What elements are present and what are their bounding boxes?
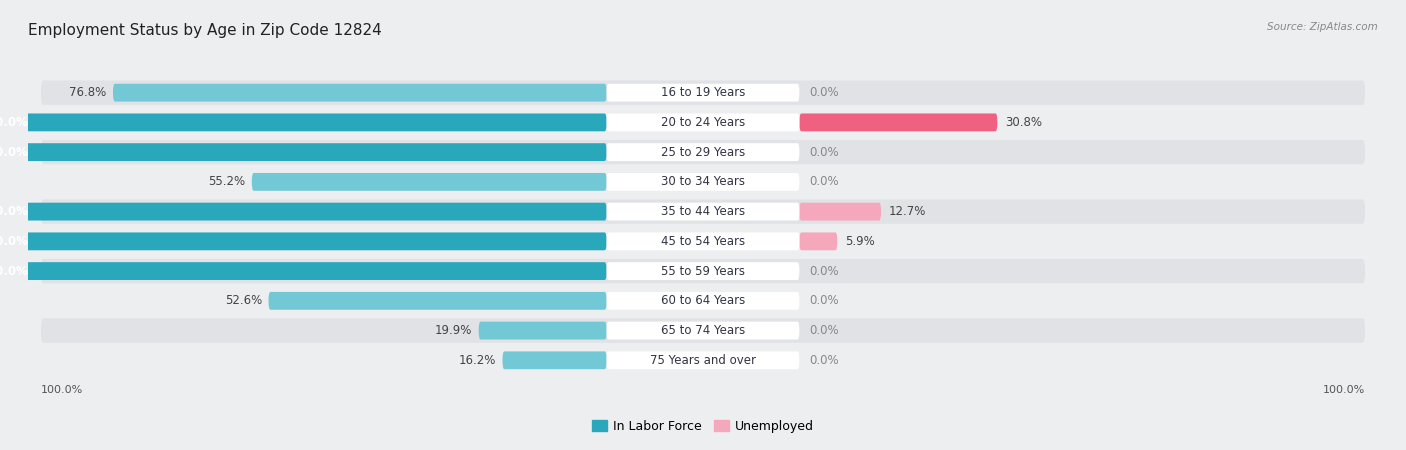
FancyBboxPatch shape: [478, 322, 606, 339]
FancyBboxPatch shape: [112, 84, 606, 102]
Text: 20 to 24 Years: 20 to 24 Years: [661, 116, 745, 129]
FancyBboxPatch shape: [41, 110, 1365, 135]
Text: 5.9%: 5.9%: [845, 235, 875, 248]
FancyBboxPatch shape: [606, 351, 800, 369]
Text: 75 Years and over: 75 Years and over: [650, 354, 756, 367]
Text: 0.0%: 0.0%: [808, 354, 838, 367]
FancyBboxPatch shape: [502, 351, 606, 369]
Text: 19.9%: 19.9%: [434, 324, 472, 337]
Text: 0.0%: 0.0%: [808, 324, 838, 337]
FancyBboxPatch shape: [41, 140, 1365, 164]
FancyBboxPatch shape: [41, 288, 1365, 313]
Text: 100.0%: 100.0%: [0, 265, 28, 278]
Text: 100.0%: 100.0%: [41, 385, 83, 395]
Text: Source: ZipAtlas.com: Source: ZipAtlas.com: [1267, 22, 1378, 32]
FancyBboxPatch shape: [606, 202, 800, 220]
Text: 16.2%: 16.2%: [458, 354, 496, 367]
FancyBboxPatch shape: [0, 233, 606, 250]
Text: 100.0%: 100.0%: [0, 116, 28, 129]
FancyBboxPatch shape: [41, 229, 1365, 253]
FancyBboxPatch shape: [0, 143, 606, 161]
FancyBboxPatch shape: [606, 262, 800, 280]
FancyBboxPatch shape: [41, 199, 1365, 224]
Text: 55.2%: 55.2%: [208, 176, 246, 189]
FancyBboxPatch shape: [606, 322, 800, 339]
FancyBboxPatch shape: [800, 202, 882, 220]
FancyBboxPatch shape: [269, 292, 606, 310]
FancyBboxPatch shape: [606, 84, 800, 102]
Text: Employment Status by Age in Zip Code 12824: Employment Status by Age in Zip Code 128…: [28, 22, 382, 37]
FancyBboxPatch shape: [0, 113, 606, 131]
FancyBboxPatch shape: [606, 113, 800, 131]
FancyBboxPatch shape: [606, 173, 800, 191]
FancyBboxPatch shape: [800, 113, 997, 131]
FancyBboxPatch shape: [41, 81, 1365, 105]
Text: 0.0%: 0.0%: [808, 265, 838, 278]
Text: 76.8%: 76.8%: [69, 86, 107, 99]
Text: 65 to 74 Years: 65 to 74 Years: [661, 324, 745, 337]
Text: 100.0%: 100.0%: [0, 146, 28, 159]
FancyBboxPatch shape: [41, 170, 1365, 194]
FancyBboxPatch shape: [606, 233, 800, 250]
Text: 100.0%: 100.0%: [1323, 385, 1365, 395]
Text: 30 to 34 Years: 30 to 34 Years: [661, 176, 745, 189]
Text: 12.7%: 12.7%: [889, 205, 927, 218]
FancyBboxPatch shape: [41, 319, 1365, 343]
FancyBboxPatch shape: [41, 259, 1365, 284]
Text: 0.0%: 0.0%: [808, 294, 838, 307]
Text: 45 to 54 Years: 45 to 54 Years: [661, 235, 745, 248]
Text: 60 to 64 Years: 60 to 64 Years: [661, 294, 745, 307]
FancyBboxPatch shape: [606, 143, 800, 161]
Text: 0.0%: 0.0%: [808, 146, 838, 159]
Text: 55 to 59 Years: 55 to 59 Years: [661, 265, 745, 278]
Text: 30.8%: 30.8%: [1005, 116, 1042, 129]
FancyBboxPatch shape: [41, 348, 1365, 373]
Text: 25 to 29 Years: 25 to 29 Years: [661, 146, 745, 159]
Text: 52.6%: 52.6%: [225, 294, 262, 307]
FancyBboxPatch shape: [252, 173, 606, 191]
Text: 35 to 44 Years: 35 to 44 Years: [661, 205, 745, 218]
FancyBboxPatch shape: [0, 262, 606, 280]
FancyBboxPatch shape: [606, 292, 800, 310]
Text: 0.0%: 0.0%: [808, 86, 838, 99]
Legend: In Labor Force, Unemployed: In Labor Force, Unemployed: [586, 414, 820, 438]
Text: 0.0%: 0.0%: [808, 176, 838, 189]
Text: 16 to 19 Years: 16 to 19 Years: [661, 86, 745, 99]
Text: 100.0%: 100.0%: [0, 205, 28, 218]
FancyBboxPatch shape: [800, 233, 838, 250]
Text: 100.0%: 100.0%: [0, 235, 28, 248]
FancyBboxPatch shape: [0, 202, 606, 220]
